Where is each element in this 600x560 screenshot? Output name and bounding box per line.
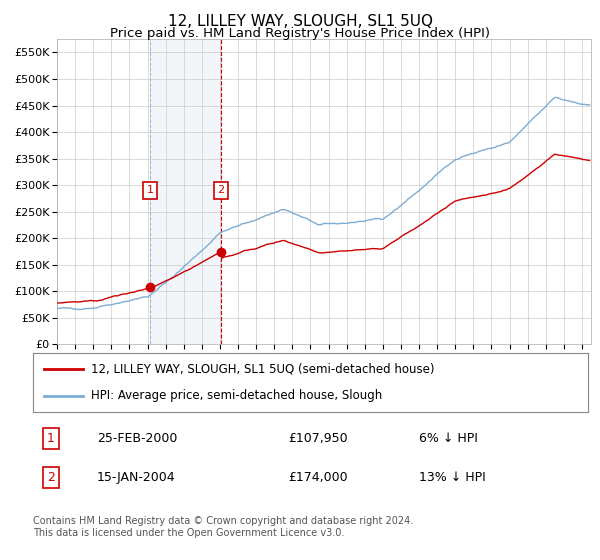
Text: £107,950: £107,950: [289, 432, 348, 445]
Text: 6% ↓ HPI: 6% ↓ HPI: [419, 432, 478, 445]
Text: 12, LILLEY WAY, SLOUGH, SL1 5UQ (semi-detached house): 12, LILLEY WAY, SLOUGH, SL1 5UQ (semi-de…: [91, 363, 435, 376]
Text: 12, LILLEY WAY, SLOUGH, SL1 5UQ: 12, LILLEY WAY, SLOUGH, SL1 5UQ: [167, 14, 433, 29]
Text: 25-FEB-2000: 25-FEB-2000: [97, 432, 177, 445]
Text: This data is licensed under the Open Government Licence v3.0.: This data is licensed under the Open Gov…: [33, 528, 344, 538]
Text: Contains HM Land Registry data © Crown copyright and database right 2024.: Contains HM Land Registry data © Crown c…: [33, 516, 413, 526]
Text: 1: 1: [47, 432, 55, 445]
Text: 13% ↓ HPI: 13% ↓ HPI: [419, 471, 485, 484]
Text: 15-JAN-2004: 15-JAN-2004: [97, 471, 175, 484]
Bar: [150, 39, 221, 344]
Text: HPI: Average price, semi-detached house, Slough: HPI: Average price, semi-detached house,…: [91, 389, 383, 402]
Text: 2: 2: [47, 471, 55, 484]
Text: 2: 2: [217, 185, 224, 195]
Text: Price paid vs. HM Land Registry's House Price Index (HPI): Price paid vs. HM Land Registry's House …: [110, 27, 490, 40]
Text: 1: 1: [146, 185, 154, 195]
Text: £174,000: £174,000: [289, 471, 348, 484]
